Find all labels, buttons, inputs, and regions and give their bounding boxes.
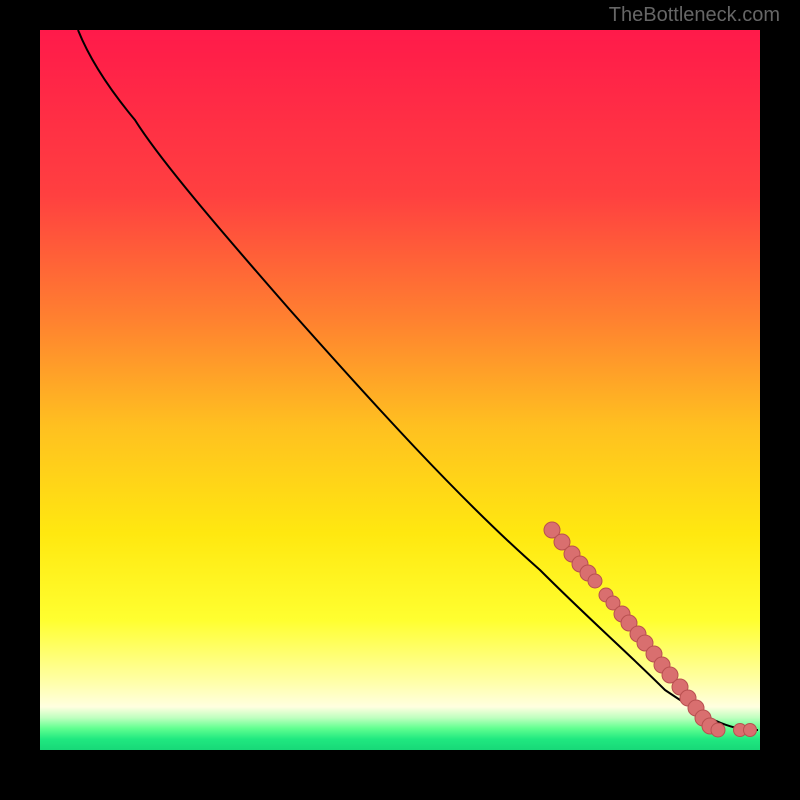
chart-plot-area	[40, 30, 760, 750]
chart-svg	[40, 30, 760, 750]
data-marker	[711, 723, 725, 737]
data-marker	[744, 724, 757, 737]
watermark-text: TheBottleneck.com	[609, 4, 780, 27]
data-marker	[588, 574, 602, 588]
